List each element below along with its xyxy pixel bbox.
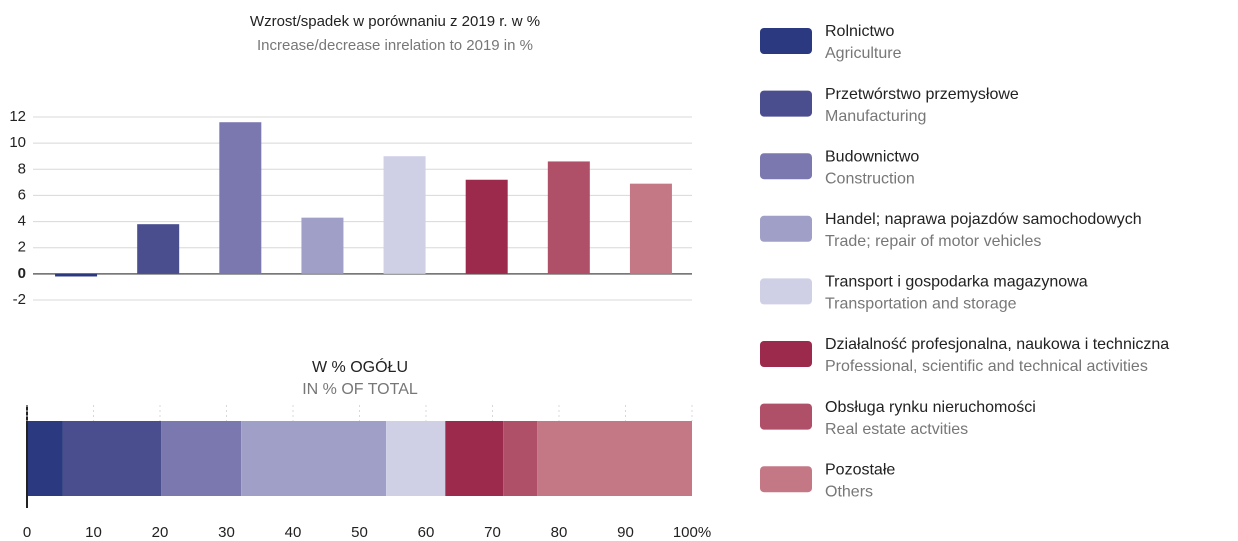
x-tick-label: 100% xyxy=(673,524,711,541)
legend-sublabel: Agriculture xyxy=(825,45,902,62)
x-tick-label: 30 xyxy=(218,524,235,541)
x-tick-label: 0 xyxy=(23,524,31,541)
chart-title: W % OGÓŁU xyxy=(312,357,408,376)
x-tick-label: 50 xyxy=(351,524,368,541)
y-tick-label: 8 xyxy=(18,160,26,177)
bar xyxy=(629,183,672,274)
legend-swatch xyxy=(760,278,812,305)
legend-label: Budownictwo xyxy=(825,148,919,165)
legend-sublabel: Real estate actvities xyxy=(825,421,968,438)
legend-swatch xyxy=(760,153,812,180)
x-tick-label: 20 xyxy=(152,524,169,541)
y-tick-label: 6 xyxy=(18,186,26,203)
bar-segment xyxy=(503,421,538,496)
legend-sublabel: Professional, scientific and technical a… xyxy=(825,358,1148,375)
bar-segment xyxy=(27,421,63,496)
bar-segment xyxy=(537,421,692,496)
legend-swatch xyxy=(760,403,812,430)
legend-label: Działalność profesjonalna, naukowa i tec… xyxy=(825,336,1169,353)
legend-sublabel: Trade; repair of motor vehicles xyxy=(825,233,1041,250)
x-tick-label: 70 xyxy=(484,524,501,541)
y-tick-label: 10 xyxy=(9,134,26,151)
legend-swatch xyxy=(760,215,812,242)
legend-label: Transport i gospodarka magazynowa xyxy=(825,274,1088,291)
legend-swatch xyxy=(760,28,812,54)
x-tick-label: 40 xyxy=(285,524,302,541)
bar xyxy=(383,156,426,274)
chart-subtitle: IN % OF TOTAL xyxy=(302,381,418,398)
legend-sublabel: Construction xyxy=(825,170,915,187)
x-tick-label: 90 xyxy=(617,524,634,541)
bar xyxy=(219,122,262,274)
chart-title: Wzrost/spadek w porównaniu z 2019 r. w % xyxy=(250,13,540,30)
y-tick-label: 0 xyxy=(18,265,26,282)
bar-segment xyxy=(241,421,387,496)
y-tick-label: 2 xyxy=(18,239,26,256)
bar-segment xyxy=(445,421,504,496)
legend-swatch xyxy=(760,466,812,493)
chart-subtitle: Increase/decrease inrelation to 2019 in … xyxy=(257,37,533,54)
x-tick-label: 10 xyxy=(85,524,102,541)
bar xyxy=(547,161,590,274)
bar-segment xyxy=(62,421,162,496)
bar xyxy=(465,179,508,274)
legend-label: Obsługa rynku nieruchomości xyxy=(825,399,1036,416)
bar xyxy=(301,217,344,274)
x-tick-label: 60 xyxy=(418,524,435,541)
bar-segment xyxy=(161,421,242,496)
bar xyxy=(137,224,180,274)
y-tick-label: 12 xyxy=(9,108,26,125)
bar xyxy=(55,273,98,277)
legend-swatch xyxy=(760,90,812,117)
y-tick-label: 4 xyxy=(18,213,26,230)
legend-label: Rolnictwo xyxy=(825,23,894,40)
legend-label: Przetwórstwo przemysłowe xyxy=(825,86,1019,103)
legend-swatch xyxy=(760,341,812,367)
x-tick-label: 80 xyxy=(551,524,568,541)
legend-label: Handel; naprawa pojazdów samochodowych xyxy=(825,211,1142,228)
legend-sublabel: Manufacturing xyxy=(825,108,926,125)
legend-sublabel: Transportation and storage xyxy=(825,296,1017,313)
legend-label: Pozostałe xyxy=(825,461,895,478)
bar-segment xyxy=(386,421,446,496)
legend-sublabel: Others xyxy=(825,483,873,500)
y-tick-label: -2 xyxy=(13,291,26,308)
